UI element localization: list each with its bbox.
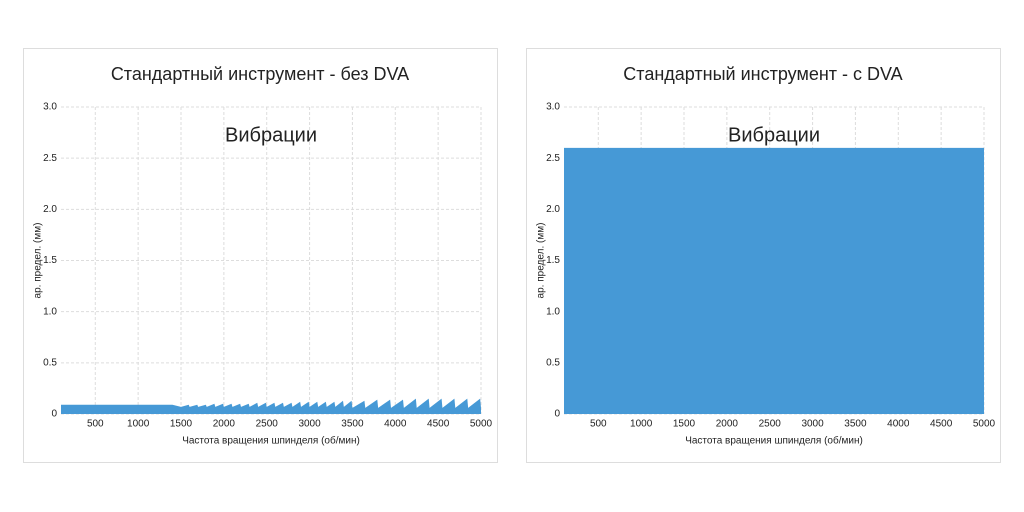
y-tick-label: 3.0	[43, 102, 57, 113]
x-tick-label: 3000	[801, 419, 824, 430]
panel	[23, 48, 498, 463]
y-tick-label: 2.5	[546, 153, 560, 164]
x-tick-label: 4500	[930, 419, 953, 430]
y-tick-label: 0.5	[43, 357, 57, 368]
x-tick-label: 5000	[470, 419, 493, 430]
x-tick-label: 5000	[973, 419, 996, 430]
y-tick-label: 1.5	[43, 255, 57, 266]
x-tick-label: 3500	[844, 419, 867, 430]
x-tick-label: 500	[590, 419, 607, 430]
x-tick-label: 2000	[716, 419, 739, 430]
y-axis-label: ар. предел. (мм)	[33, 223, 44, 299]
y-tick-label: 0.5	[546, 357, 560, 368]
y-axis-label: ар. предел. (мм)	[536, 223, 547, 299]
y-tick-label: 2.0	[43, 204, 57, 215]
x-tick-label: 500	[87, 419, 104, 430]
x-tick-label: 2500	[759, 419, 782, 430]
x-tick-label: 1000	[127, 419, 150, 430]
x-tick-label: 1500	[673, 419, 696, 430]
y-tick-label: 1.5	[546, 255, 560, 266]
x-tick-label: 4500	[427, 419, 450, 430]
x-tick-label: 3000	[298, 419, 321, 430]
area	[61, 398, 481, 414]
x-tick-label: 1000	[630, 419, 653, 430]
y-tick-label: 0	[554, 409, 560, 420]
y-tick-label: 1.0	[546, 306, 560, 317]
y-tick-label: 3.0	[546, 102, 560, 113]
x-axis-label: Частота вращения шпинделя (об/мин)	[685, 435, 863, 447]
x-tick-label: 2500	[256, 419, 279, 430]
x-tick-label: 4000	[887, 419, 910, 430]
x-tick-label: 2000	[213, 419, 236, 430]
y-tick-label: 2.0	[546, 204, 560, 215]
annotation: Вибрации	[225, 124, 317, 146]
chart-title: Стандартный инструмент - без DVA	[111, 64, 409, 84]
y-tick-label: 1.0	[43, 306, 57, 317]
y-tick-label: 0	[51, 409, 57, 420]
x-axis-label: Частота вращения шпинделя (об/мин)	[182, 435, 360, 447]
y-tick-label: 2.5	[43, 153, 57, 164]
area	[564, 147, 984, 414]
annotation: Вибрации	[728, 124, 820, 146]
x-tick-label: 1500	[170, 419, 193, 430]
chart-title: Стандартный инструмент - с DVA	[623, 64, 902, 84]
x-tick-label: 3500	[341, 419, 364, 430]
x-tick-label: 4000	[384, 419, 407, 430]
